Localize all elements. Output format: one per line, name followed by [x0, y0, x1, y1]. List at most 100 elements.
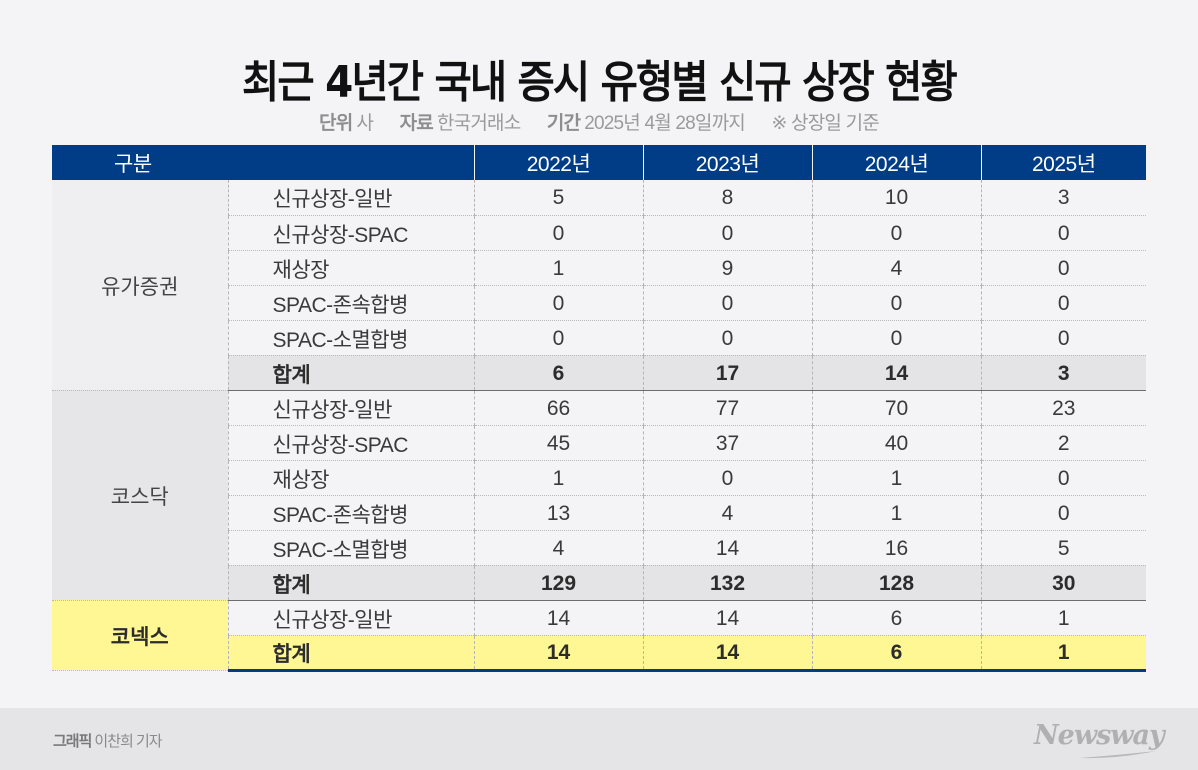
source-key: 자료	[399, 113, 434, 134]
credit-author: 이찬희 기자	[94, 733, 162, 750]
unit-info: 단위 사	[319, 113, 374, 134]
cell-value: 77	[642, 390, 813, 426]
cell-value: 1	[980, 635, 1147, 672]
cell-value: 4	[642, 495, 813, 531]
cell-value: 1	[811, 495, 982, 531]
cell-value: 0	[811, 285, 982, 321]
cell-value: 0	[980, 460, 1147, 496]
graphic-credit: 그래픽 이찬희 기자	[53, 730, 163, 751]
cell-value: 1	[473, 250, 644, 286]
cell-value: 1	[980, 600, 1147, 636]
cell-value: 0	[980, 495, 1147, 531]
cell-value: 14	[811, 355, 982, 391]
table-row: SPAC-소멸합병 4 14 16 5	[52, 530, 1147, 566]
cell-value: 9	[642, 250, 813, 286]
total-row: 합계 6 17 14 3	[52, 355, 1147, 391]
source-info: 자료 한국거래소	[399, 113, 522, 134]
cell-value: 0	[980, 285, 1147, 321]
footer-bar: 그래픽 이찬희 기자 Newsway	[0, 708, 1198, 770]
cell-value: 14	[642, 600, 813, 636]
group-konex: 코넥스 신규상장-일반 14 14 6 1 합계 14 14 6 1	[52, 600, 1147, 672]
row-label: 합계	[227, 565, 475, 601]
row-label: SPAC-존속합병	[227, 495, 475, 531]
header-category: 구분	[52, 145, 475, 180]
period-key: 기간	[546, 113, 581, 134]
cell-value: 0	[980, 320, 1147, 356]
row-label: 신규상장-SPAC	[227, 215, 475, 251]
cell-value: 5	[473, 180, 644, 216]
total-row: 합계 14 14 6 1	[52, 635, 1147, 672]
subtitle-meta: 단위 사 자료 한국거래소 기간 2025년 4월 28일까지 ※ 상장일 기준	[0, 108, 1198, 135]
row-label: SPAC-소멸합병	[227, 530, 475, 566]
cell-value: 14	[642, 530, 813, 566]
unit-value: 사	[356, 113, 374, 134]
cell-value: 16	[811, 530, 982, 566]
row-label: SPAC-존속합병	[227, 285, 475, 321]
cell-value: 0	[642, 460, 813, 496]
cell-value: 0	[473, 285, 644, 321]
listing-table: 구분 2022년 2023년 2024년 2025년 유가증권 신규상장-일반 …	[52, 145, 1147, 672]
row-label: 신규상장-일반	[227, 600, 475, 636]
cell-value: 0	[811, 320, 982, 356]
table-row: 신규상장-SPAC 45 37 40 2	[52, 425, 1147, 461]
period-info: 기간 2025년 4월 28일까지	[546, 113, 746, 134]
table-row: 신규상장-SPAC 0 0 0 0	[52, 215, 1147, 251]
page-title: 최근 4년간 국내 증시 유형별 신규 상장 현황	[242, 57, 958, 108]
row-label: 합계	[227, 635, 475, 672]
row-label: 재상장	[227, 250, 475, 286]
row-label: 재상장	[227, 460, 475, 496]
cell-value: 23	[980, 390, 1147, 426]
header-year-2022: 2022년	[473, 145, 644, 180]
group-kospi: 유가증권 신규상장-일반 5 8 10 3 신규상장-SPAC 0 0 0 0 …	[52, 180, 1147, 391]
table-row: SPAC-소멸합병 0 0 0 0	[52, 320, 1147, 356]
logo-swoosh-icon	[1080, 751, 1156, 759]
table-row: 재상장 1 0 1 0	[52, 460, 1147, 496]
basis-note: ※ 상장일 기준	[771, 113, 879, 134]
header-year-2025: 2025년	[980, 145, 1147, 180]
table-row: SPAC-존속합병 0 0 0 0	[52, 285, 1147, 321]
cell-value: 0	[642, 320, 813, 356]
cell-value: 14	[642, 635, 813, 672]
cell-value: 30	[980, 565, 1147, 601]
cell-value: 128	[811, 565, 982, 601]
row-label: 합계	[227, 355, 475, 391]
header-year-2023: 2023년	[642, 145, 813, 180]
row-label: 신규상장-SPAC	[227, 425, 475, 461]
cell-value: 0	[980, 250, 1147, 286]
cell-value: 0	[980, 215, 1147, 251]
row-label: SPAC-소멸합병	[227, 320, 475, 356]
header-year-2024: 2024년	[811, 145, 982, 180]
unit-key: 단위	[319, 113, 353, 134]
cell-value: 40	[811, 425, 982, 461]
cell-value: 6	[473, 355, 644, 391]
cell-value: 0	[642, 215, 813, 251]
source-value: 한국거래소	[436, 113, 521, 134]
cell-value: 10	[811, 180, 982, 216]
cell-value: 3	[980, 355, 1147, 391]
cell-value: 5	[980, 530, 1147, 566]
cell-value: 6	[811, 635, 982, 672]
cell-value: 13	[473, 495, 644, 531]
cell-value: 0	[642, 285, 813, 321]
group-label: 코스닥	[52, 390, 228, 601]
cell-value: 17	[642, 355, 813, 391]
cell-value: 2	[980, 425, 1147, 461]
group-label: 코넥스	[52, 600, 228, 671]
row-label: 신규상장-일반	[227, 180, 475, 216]
cell-value: 14	[473, 600, 644, 636]
cell-value: 45	[473, 425, 644, 461]
cell-value: 6	[811, 600, 982, 636]
newsway-logo: Newsway	[1034, 720, 1165, 751]
total-row: 합계 129 132 128 30	[52, 565, 1147, 601]
row-label: 신규상장-일반	[227, 390, 475, 426]
period-value: 2025년 4월 28일까지	[584, 113, 746, 134]
cell-value: 0	[811, 215, 982, 251]
cell-value: 3	[980, 180, 1147, 216]
cell-value: 1	[473, 460, 644, 496]
group-label: 유가증권	[52, 180, 228, 391]
cell-value: 4	[811, 250, 982, 286]
cell-value: 132	[642, 565, 813, 601]
cell-value: 8	[642, 180, 813, 216]
cell-value: 14	[473, 635, 644, 672]
table-row: 유가증권 신규상장-일반 5 8 10 3	[52, 180, 1147, 391]
